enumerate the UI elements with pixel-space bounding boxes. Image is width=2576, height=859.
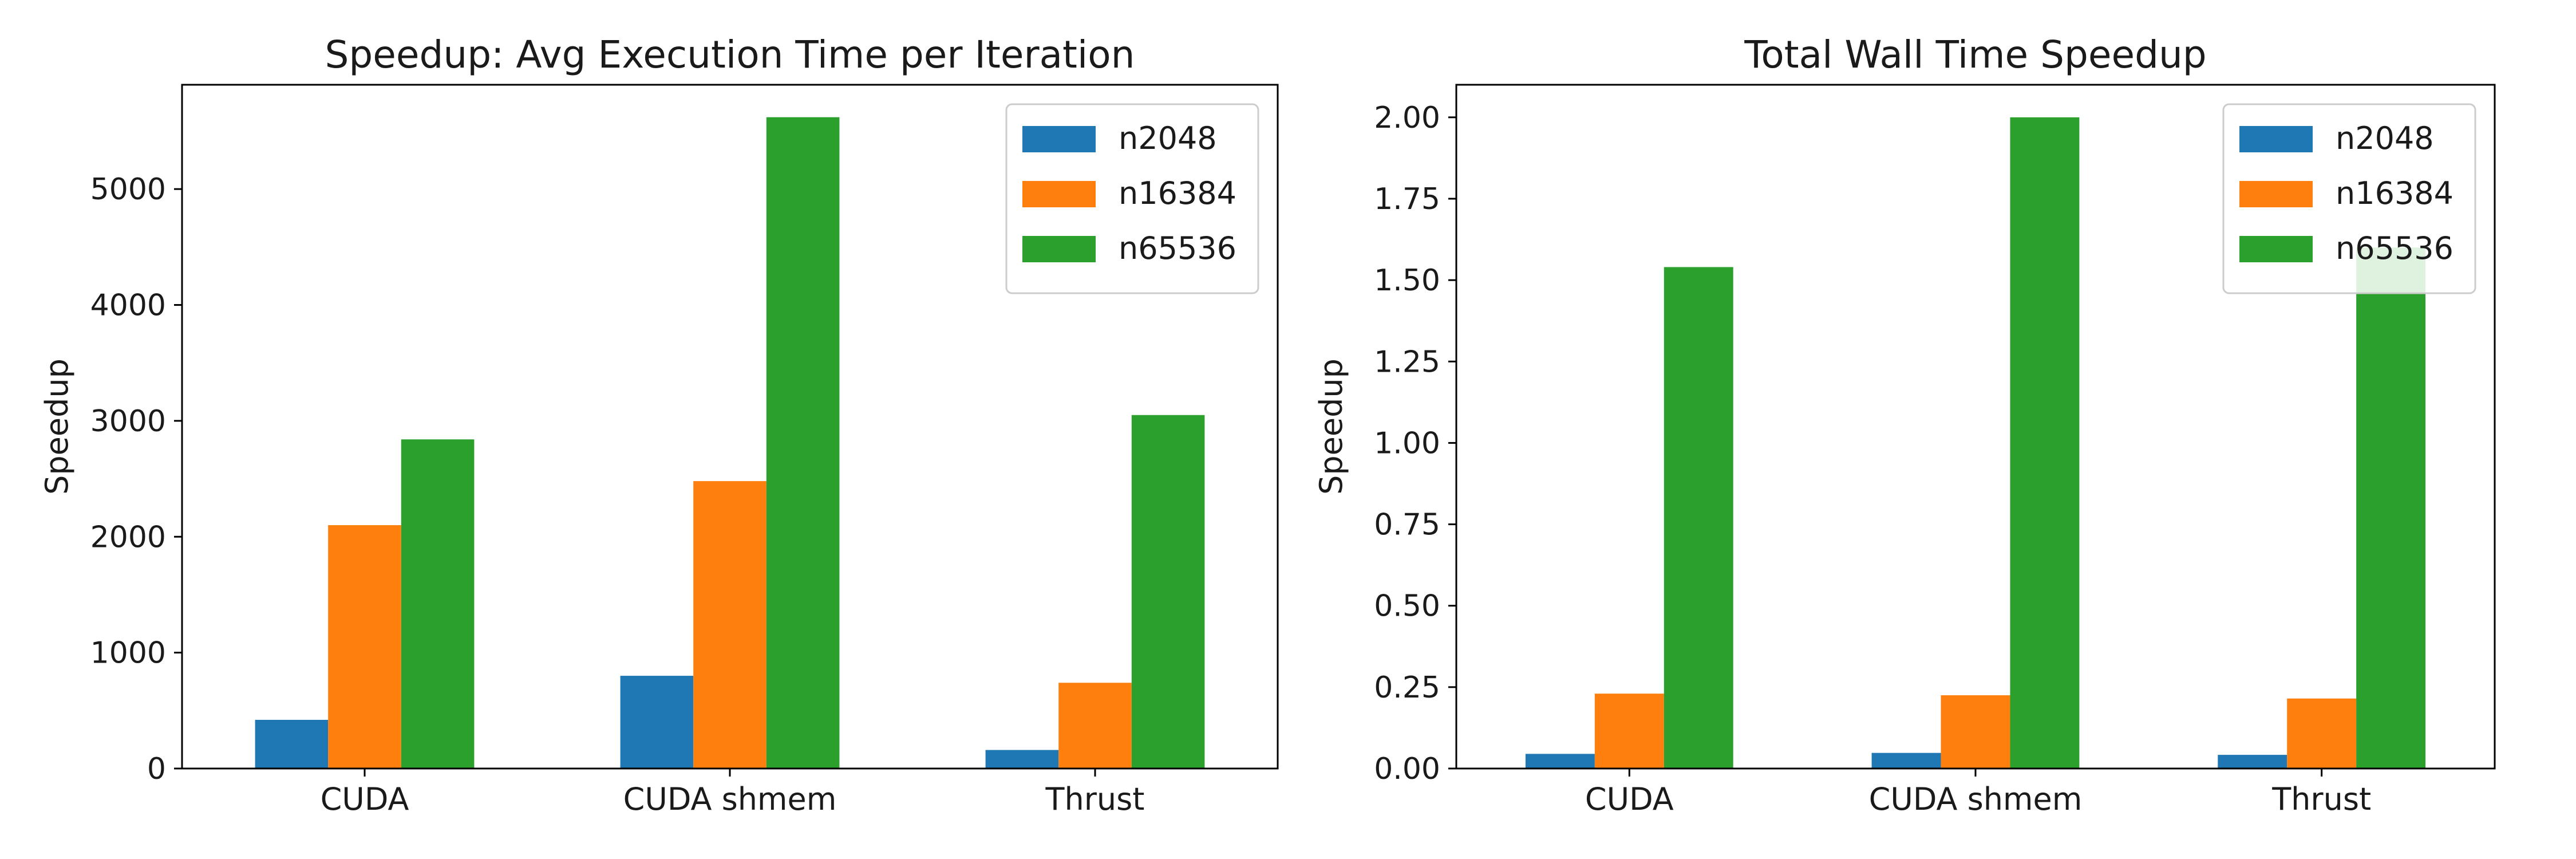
bar-n16384-cuda [328, 525, 401, 769]
bar-n2048-cuda [1525, 754, 1595, 769]
bar-n65536-cuda [1664, 267, 1733, 769]
y-tick-label: 2.00 [1374, 101, 1440, 135]
legend-label-n2048: n2048 [1119, 120, 1217, 156]
x-tick-label: Thrust [2271, 781, 2371, 817]
y-tick-label: 3000 [90, 404, 166, 439]
bar-n65536-thrust [2356, 247, 2426, 769]
legend-swatch-n2048 [2239, 126, 2313, 152]
y-axis-label: Speedup [39, 358, 75, 495]
legend: n2048 n16384 n65536 [1005, 103, 1259, 294]
legend-swatch-n16384 [2239, 181, 2313, 207]
bar-n2048-cuda [255, 720, 329, 769]
y-tick-label: 0.50 [1374, 589, 1440, 624]
bar-n65536-thrust [1131, 415, 1205, 769]
chart-avg-execution-speedup: 0 1000 2000 3000 4000 5000 CUDA CUDA shmem Thrus… [39, 33, 1279, 817]
y-tick-label: 2000 [90, 520, 166, 554]
series-n2048 [255, 676, 1059, 769]
series-n16384 [1594, 693, 2357, 769]
bar-n2048-thrust [2218, 755, 2287, 769]
legend-swatch-n16384 [1022, 181, 1096, 207]
chart-title: Speedup: Avg Execution Time per Iteratio… [325, 33, 1135, 77]
legend: n2048 n16384 n65536 [2222, 103, 2476, 294]
x-tick-label: CUDA [1585, 781, 1674, 817]
chart-total-wall-time-speedup: 0.00 0.25 0.50 0.75 1.00 1.25 1.50 1.75 2.00 CUDA… [1313, 33, 2496, 817]
bar-n65536-cuda-shmem [766, 117, 840, 769]
y-tick-label: 4000 [90, 289, 166, 323]
y-tick-label: 1000 [90, 636, 166, 671]
legend-label-n16384: n16384 [1119, 175, 1236, 211]
legend-label-n2048: n2048 [2336, 120, 2434, 156]
legend-label-n65536: n65536 [2336, 230, 2453, 266]
y-tick-label: 1.00 [1374, 426, 1440, 460]
bar-n65536-cuda [401, 439, 475, 769]
y-axis-label: Speedup [1313, 358, 1349, 495]
bar-n2048-cuda-shmem [1871, 752, 1941, 769]
bar-n65536-cuda-shmem [2010, 117, 2080, 769]
y-tick-label: 1.25 [1374, 345, 1440, 379]
legend-label-n16384: n16384 [2336, 175, 2453, 211]
legend-label-n65536: n65536 [1119, 230, 1236, 266]
series-n2048 [1525, 752, 2287, 769]
bar-n16384-cuda [1594, 693, 1664, 769]
y-tick-label: 0 [147, 752, 166, 786]
x-tick-label: CUDA shmem [623, 781, 837, 817]
legend-swatch-n65536 [2239, 236, 2313, 262]
series-n65536 [401, 117, 1205, 769]
bar-n16384-cuda-shmem [1941, 695, 2010, 769]
bar-n2048-thrust [985, 750, 1059, 769]
legend-swatch-n2048 [1022, 126, 1096, 152]
y-tick-label: 1.75 [1374, 182, 1440, 216]
bar-n16384-cuda-shmem [693, 481, 767, 769]
bar-n2048-cuda-shmem [620, 676, 694, 769]
series-n16384 [328, 481, 1132, 769]
bar-n16384-thrust [2287, 698, 2357, 769]
x-tick-label: Thrust [1045, 781, 1145, 817]
y-tick-label: 0.25 [1374, 671, 1440, 705]
chart-title: Total Wall Time Speedup [1744, 33, 2206, 77]
y-tick-label: 0.75 [1374, 508, 1440, 542]
x-tick-label: CUDA [321, 781, 409, 817]
legend-swatch-n65536 [1022, 236, 1096, 262]
series-n65536 [1664, 117, 2426, 769]
y-tick-label: 1.50 [1374, 263, 1440, 298]
y-tick-label: 5000 [90, 172, 166, 207]
x-tick-label: CUDA shmem [1869, 781, 2083, 817]
y-tick-label: 0.00 [1374, 752, 1440, 786]
bar-n16384-thrust [1058, 683, 1132, 769]
